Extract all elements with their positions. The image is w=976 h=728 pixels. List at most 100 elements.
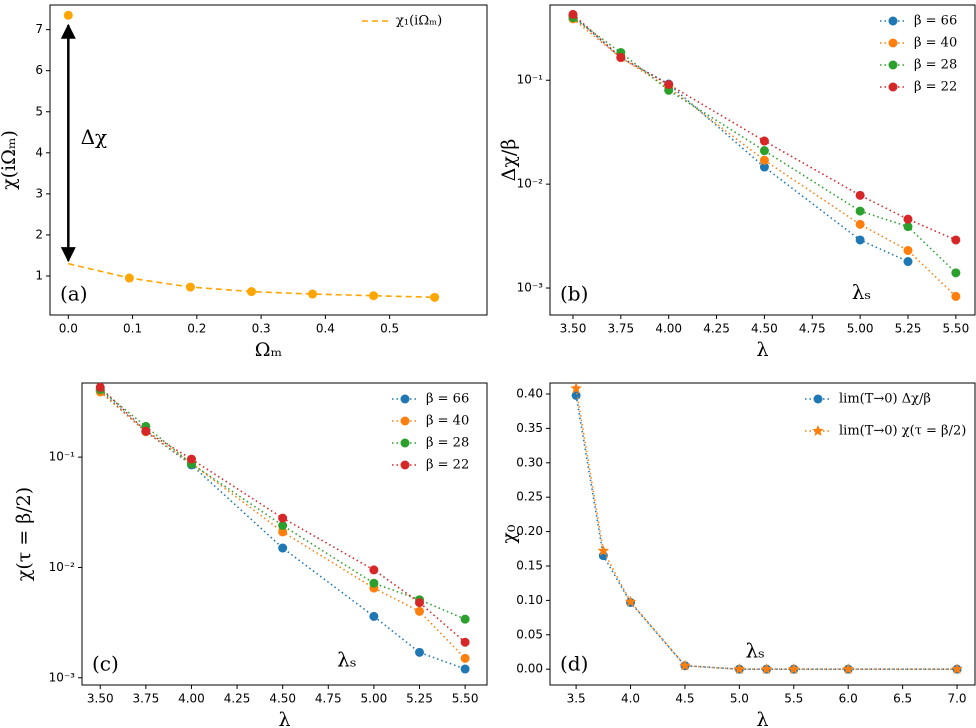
y-tick-label: 6 (35, 63, 43, 77)
marker (597, 544, 609, 556)
x-tick-label: 3.50 (87, 692, 114, 706)
x-tick-label: 7.0 (947, 692, 966, 706)
legend-marker (888, 60, 898, 70)
y-tick-label: 0.20 (516, 524, 543, 538)
legend-marker (888, 38, 898, 48)
marker (430, 292, 440, 302)
marker (903, 257, 913, 267)
y-axis-label: χ(iΩₘ) (0, 130, 20, 190)
panel: 0.0 0.1 0.2 0.3 0.4 0.5 1 2 3 4 5 6 7 Ωₘ χ(iΩₘ) (a) Δχ χ₁… (0, 4, 488, 361)
marker (951, 663, 963, 674)
y-tick-label: 10⁻¹ (517, 73, 544, 87)
y-tick-label: 4 (35, 145, 43, 159)
marker (616, 52, 626, 62)
y-tick-label: 2 (35, 227, 43, 241)
panel-label: (d) (560, 652, 588, 676)
legend-marker (400, 460, 410, 470)
panel-label: (a) (60, 282, 88, 306)
legend-label: β = 28 (426, 436, 469, 451)
marker (278, 521, 288, 531)
marker (460, 637, 470, 647)
axes-frame (49, 4, 488, 316)
y-axis-label: χ₀ (498, 524, 520, 544)
legend-marker (813, 394, 823, 404)
x-tick-label: 3.75 (132, 692, 159, 706)
x-tick-label: 5.50 (942, 322, 969, 336)
panel: 3.50 3.75 4.00 4.25 4.50 4.75 5.00 5.25 5.50 10⁻³… (13, 382, 488, 728)
x-tick-label: 5.00 (847, 322, 874, 336)
legend-label: β = 28 (914, 58, 957, 73)
legend-label: lim(T→0) Δχ/β (839, 392, 931, 407)
x-tick-label: 4.5 (675, 692, 694, 706)
y-tick-label: 10⁻¹ (49, 450, 76, 464)
marker (759, 146, 769, 156)
legend-marker (812, 425, 824, 436)
x-tick-label: 0.2 (187, 322, 206, 336)
legend-label: β = 22 (426, 458, 469, 473)
x-tick-label: 4.00 (178, 692, 205, 706)
marker (185, 282, 195, 292)
x-tick-label: 5.25 (406, 692, 433, 706)
marker (679, 659, 691, 671)
x-axis-label: Ωₘ (255, 339, 283, 361)
x-tick-label: 4.50 (751, 322, 778, 336)
marker (624, 595, 637, 607)
x-tick-label: 5.00 (361, 692, 388, 706)
y-tick-label: 0.10 (516, 593, 543, 607)
series-line (572, 13, 957, 241)
x-tick-label: 6.5 (893, 692, 912, 706)
x-axis-label: λ (756, 339, 768, 361)
x-tick-label: 4.00 (655, 322, 682, 336)
y-axis-label: χ(τ = β/2) (13, 487, 35, 581)
y-tick-label: 0.25 (516, 490, 543, 504)
legend-marker (400, 416, 410, 426)
x-axis-label: λ (278, 709, 290, 728)
x-tick-label: 3.50 (560, 322, 587, 336)
marker (246, 287, 256, 297)
x-tick-label: 4.25 (703, 322, 730, 336)
legend-marker (400, 438, 410, 448)
x-tick-label: 4.75 (315, 692, 342, 706)
marker (855, 206, 865, 216)
x-tick-label: 4.75 (799, 322, 826, 336)
marker (460, 653, 470, 663)
y-tick-label: 0.05 (516, 627, 543, 641)
x-tick-label: 6.0 (839, 692, 858, 706)
axes-frame (549, 382, 976, 686)
marker (788, 663, 800, 674)
marker (308, 289, 318, 299)
marker (278, 527, 288, 537)
legend-label: χ₁(iΩₘ) (396, 14, 442, 29)
x-tick-label: 5.0 (730, 692, 749, 706)
marker (855, 235, 865, 245)
y-tick-label: 10⁻² (49, 560, 76, 574)
x-axis-label: λ (756, 709, 768, 728)
x-tick-label: 5.50 (452, 692, 479, 706)
annotation: Δχ (81, 125, 108, 149)
marker (278, 543, 288, 553)
axes-frame (81, 382, 488, 686)
marker (570, 382, 582, 394)
y-tick-label: 3 (35, 186, 43, 200)
y-axis-label: Δχ/β (498, 139, 520, 182)
marker (568, 9, 578, 19)
x-tick-label: 0.0 (59, 322, 78, 336)
axes-frame (549, 4, 976, 316)
y-tick-label: 0.35 (516, 421, 543, 435)
x-tick-label: 4.25 (224, 692, 251, 706)
annotation: λₛ (746, 638, 765, 662)
marker (855, 190, 865, 200)
marker (951, 268, 961, 278)
x-tick-label: 0.5 (380, 322, 399, 336)
marker (842, 663, 854, 674)
marker (369, 565, 379, 575)
marker (369, 611, 379, 621)
x-tick-label: 5.5 (784, 692, 803, 706)
y-tick-label: 7 (35, 22, 43, 36)
marker (855, 219, 865, 229)
y-tick-label: 10⁻² (517, 177, 544, 191)
marker (460, 614, 470, 624)
marker (278, 513, 288, 523)
y-tick-label: 0.15 (516, 558, 543, 572)
